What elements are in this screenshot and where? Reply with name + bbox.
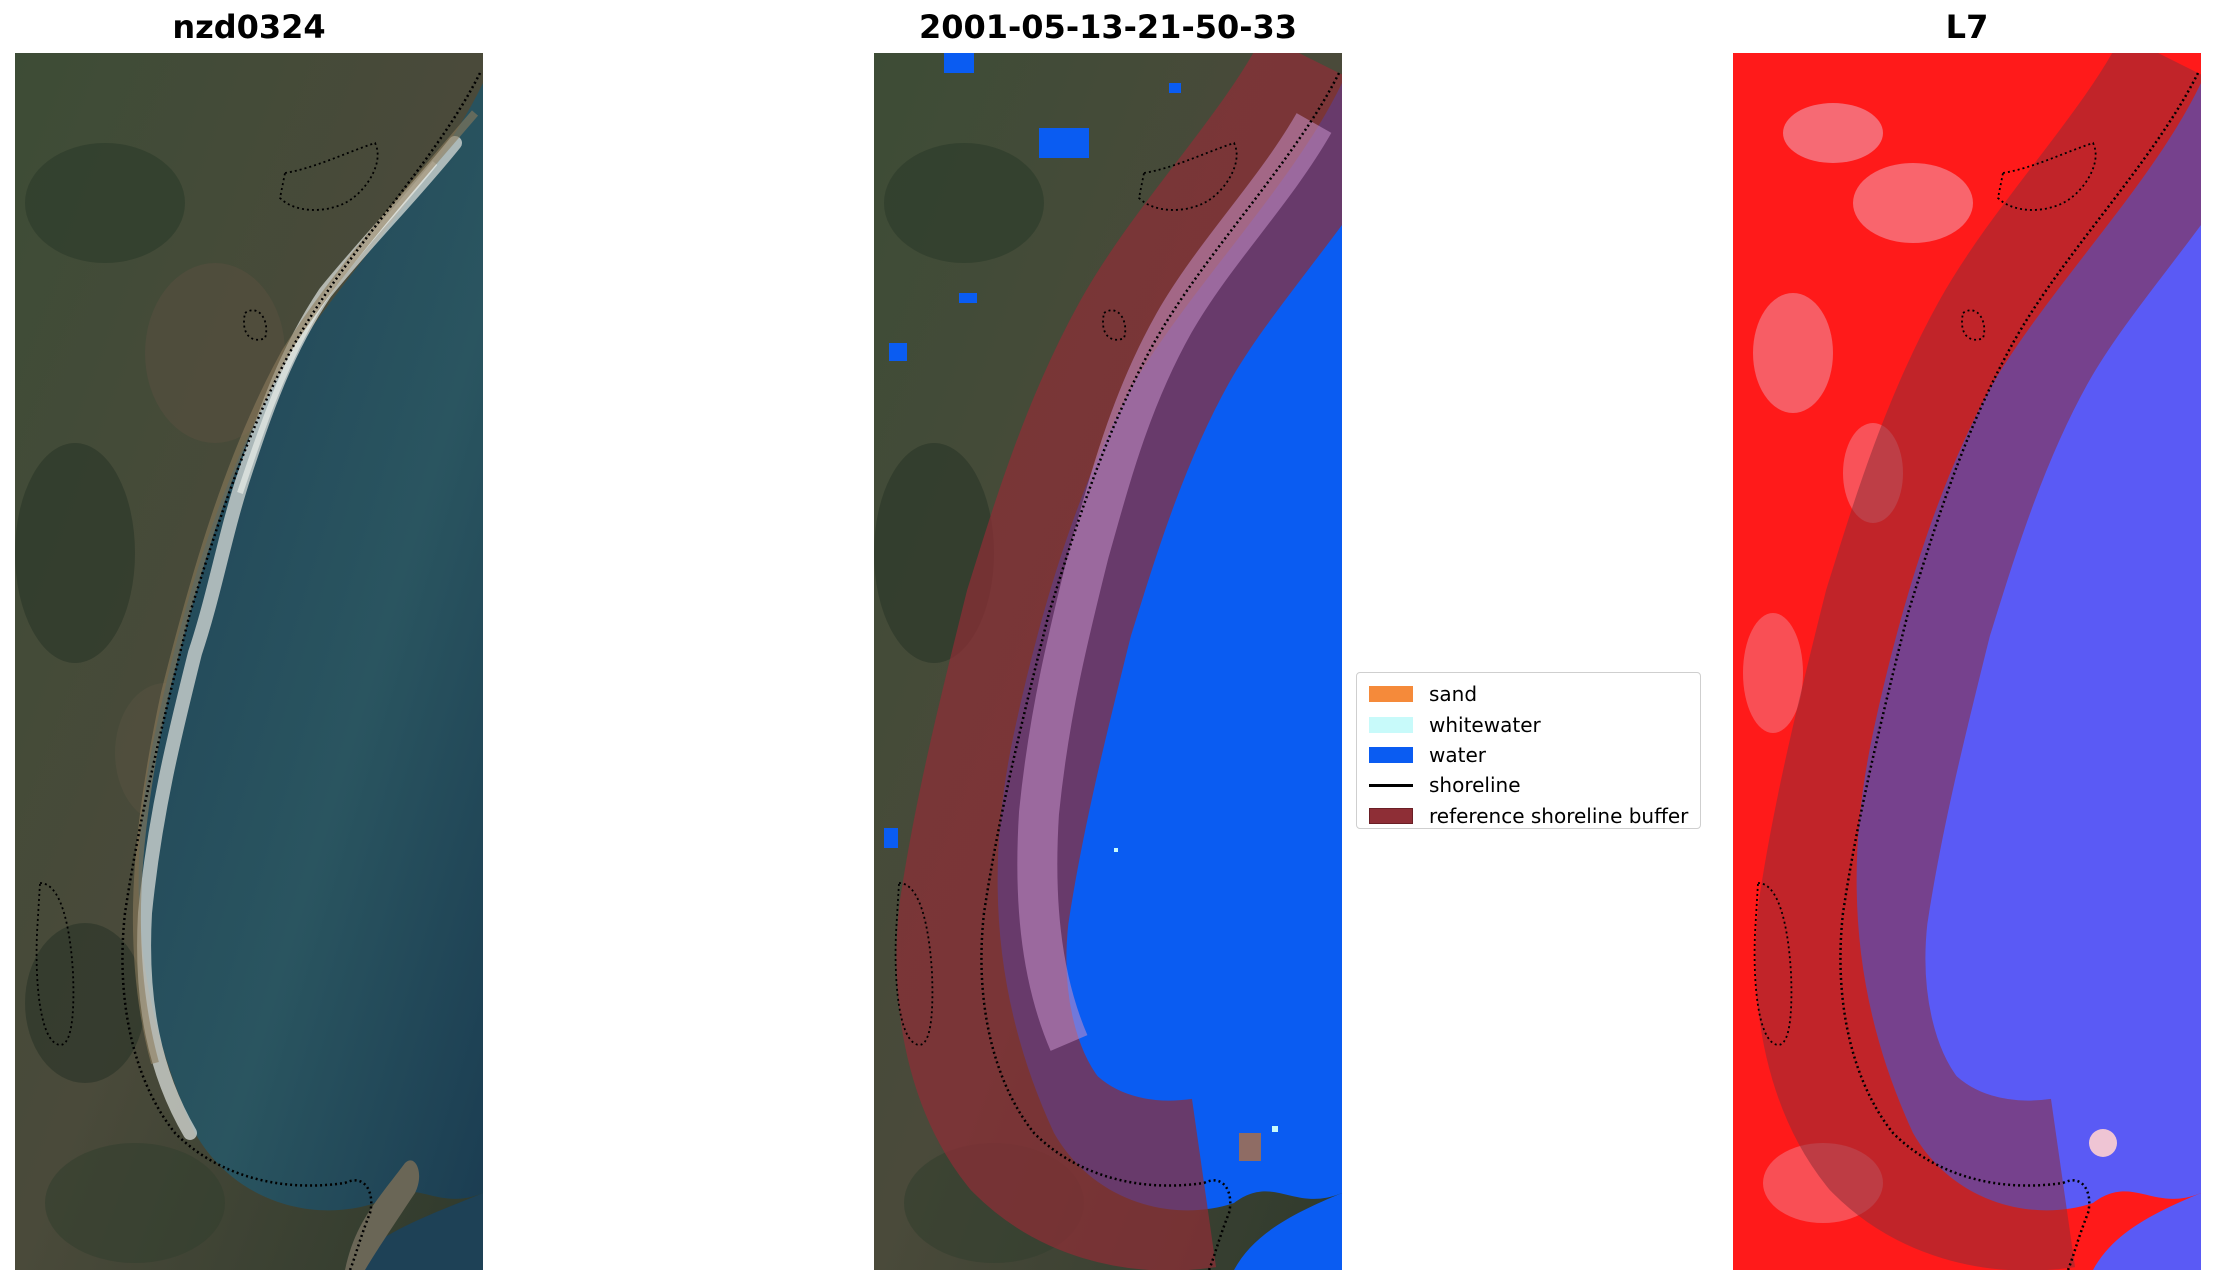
- legend-swatch-whitewater: [1369, 716, 1413, 733]
- panel-title-index: L7: [1945, 8, 1989, 46]
- legend-label-water: water: [1429, 742, 1486, 767]
- legend-label-shoreline: shoreline: [1429, 773, 1521, 798]
- index-image: [1733, 53, 2201, 1270]
- classified-image: [874, 53, 1342, 1270]
- legend-item-water: water: [1365, 740, 1692, 770]
- index-image-panel: [1733, 53, 2201, 1270]
- legend-item-sand: sand: [1365, 679, 1692, 709]
- rgb-image: [15, 53, 483, 1270]
- legend-item-shoreline: shoreline: [1365, 770, 1692, 800]
- legend-swatch-shoreline: [1369, 783, 1413, 787]
- legend-item-whitewater: whitewater: [1365, 709, 1692, 739]
- rgb-image-panel: [15, 53, 483, 1270]
- legend-swatch-sand: [1369, 686, 1413, 703]
- legend-label-buffer: reference shoreline buffer: [1429, 803, 1689, 828]
- panel-title-classified: 2001-05-13-21-50-33: [918, 8, 1298, 46]
- classified-image-panel: [874, 53, 1342, 1270]
- legend-label-sand: sand: [1429, 682, 1478, 707]
- legend-label-whitewater: whitewater: [1429, 712, 1541, 737]
- panel-title-rgb: nzd0324: [172, 8, 326, 46]
- legend: sand whitewater water shoreline referenc…: [1356, 672, 1701, 829]
- legend-swatch-water: [1369, 746, 1413, 763]
- legend-swatch-buffer: [1369, 807, 1413, 824]
- legend-item-buffer: reference shoreline buffer: [1365, 801, 1692, 831]
